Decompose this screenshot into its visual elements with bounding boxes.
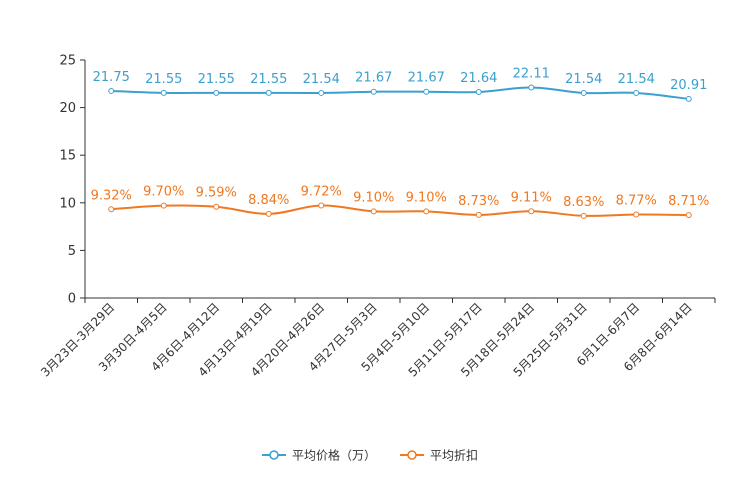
data-point[interactable] xyxy=(423,208,430,215)
data-point[interactable] xyxy=(370,88,377,95)
data-point[interactable] xyxy=(528,84,535,91)
data-point[interactable] xyxy=(108,206,115,213)
axes: 05101520253月23日-3月29日3月30日-4月5日4月6日-4月12… xyxy=(38,54,716,380)
y-tick-label: 15 xyxy=(59,149,76,164)
legend-marker xyxy=(407,450,417,460)
y-tick-label: 20 xyxy=(59,101,76,116)
data-label: 21.54 xyxy=(565,72,602,87)
data-label: 8.63% xyxy=(563,195,604,210)
data-label: 8.73% xyxy=(458,194,499,209)
legend-marker xyxy=(269,450,279,460)
legend-label: 平均折扣 xyxy=(430,448,478,463)
data-point[interactable] xyxy=(160,89,167,96)
data-label: 21.67 xyxy=(408,71,445,86)
data-point[interactable] xyxy=(633,89,640,96)
y-tick-label: 0 xyxy=(68,292,76,307)
data-label: 9.32% xyxy=(91,188,132,203)
series-line xyxy=(111,86,689,100)
data-label: 9.11% xyxy=(511,190,552,205)
y-tick-label: 10 xyxy=(59,196,76,211)
series-2: 9.32% 9.70% 9.59% 8.84% 9.72% 9.10% 9.10% 8.73%… xyxy=(91,184,709,219)
data-point[interactable] xyxy=(633,211,640,218)
series-line xyxy=(111,204,689,217)
data-point[interactable] xyxy=(580,89,587,96)
data-point[interactable] xyxy=(265,210,272,217)
series-1: 21.75 21.55 21.55 21.55 21.54 21.67 21.67 21.64… xyxy=(93,67,707,102)
data-label: 9.59% xyxy=(196,186,237,201)
data-label: 21.55 xyxy=(250,72,287,87)
data-point[interactable] xyxy=(318,89,325,96)
data-label: 20.91 xyxy=(670,78,707,93)
legend-label: 平均价格（万） xyxy=(292,448,376,463)
data-label: 21.55 xyxy=(198,72,235,87)
data-label: 21.75 xyxy=(93,70,130,85)
data-label: 9.70% xyxy=(143,185,184,200)
data-point[interactable] xyxy=(318,202,325,209)
data-label: 21.55 xyxy=(145,72,182,87)
data-point[interactable] xyxy=(423,88,430,95)
data-label: 22.11 xyxy=(513,67,550,82)
legend-item-1[interactable]: 平均价格（万） xyxy=(262,448,376,463)
legend: 平均价格（万） 平均折扣 xyxy=(262,448,478,463)
legend-item-2[interactable]: 平均折扣 xyxy=(400,448,478,463)
y-tick-label: 5 xyxy=(68,244,76,259)
data-label: 21.54 xyxy=(303,72,340,87)
data-label: 9.10% xyxy=(406,190,447,205)
data-point[interactable] xyxy=(475,211,482,218)
data-label: 21.54 xyxy=(618,72,655,87)
data-label: 8.77% xyxy=(616,194,657,209)
data-point[interactable] xyxy=(160,202,167,209)
data-point[interactable] xyxy=(213,89,220,96)
data-point[interactable] xyxy=(108,87,115,94)
data-label: 21.64 xyxy=(460,71,497,86)
data-point[interactable] xyxy=(685,212,692,219)
data-label: 9.72% xyxy=(301,184,342,199)
data-point[interactable] xyxy=(580,212,587,219)
series-layer: 21.75 21.55 21.55 21.55 21.54 21.67 21.67 21.64… xyxy=(91,67,709,219)
y-tick-label: 25 xyxy=(59,54,76,69)
data-point[interactable] xyxy=(475,88,482,95)
data-point[interactable] xyxy=(265,89,272,96)
data-label: 8.71% xyxy=(668,194,709,209)
data-point[interactable] xyxy=(213,203,220,210)
data-label: 9.10% xyxy=(353,190,394,205)
data-label: 8.84% xyxy=(248,193,289,208)
data-label: 21.67 xyxy=(355,71,392,86)
data-point[interactable] xyxy=(528,208,535,215)
data-point[interactable] xyxy=(685,95,692,102)
data-point[interactable] xyxy=(370,208,377,215)
